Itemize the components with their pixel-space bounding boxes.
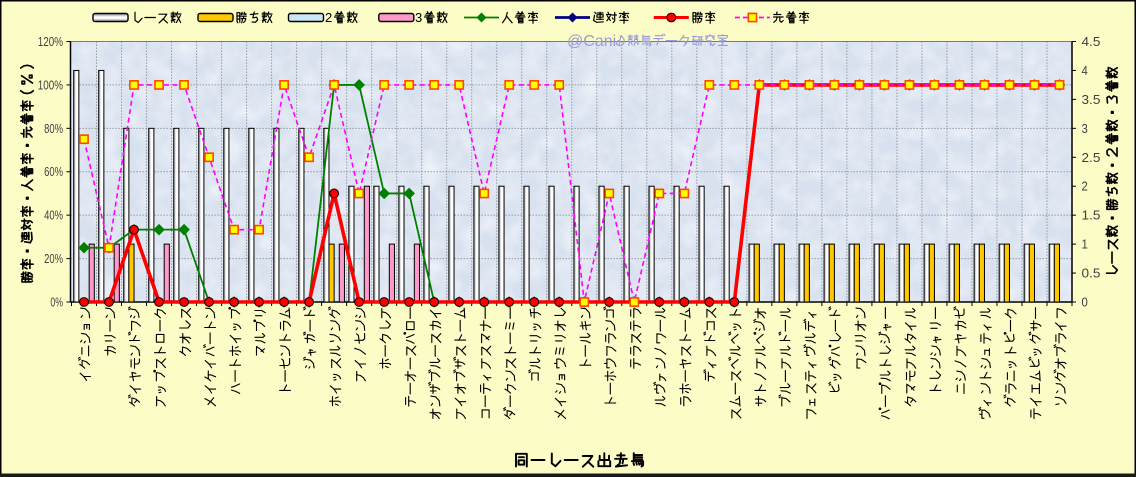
svg-text:40%: 40%: [44, 209, 63, 223]
svg-text:3: 3: [1082, 122, 1088, 136]
svg-text:4: 4: [1082, 64, 1088, 78]
svg-text:3: 3: [415, 10, 422, 25]
svg-text:2.5: 2.5: [1082, 151, 1101, 165]
svg-text:60%: 60%: [44, 165, 63, 179]
svg-text:1: 1: [1082, 238, 1088, 252]
svg-text:100%: 100%: [38, 78, 63, 92]
svg-text:2: 2: [325, 10, 332, 25]
svg-text:@Cani: @Cani: [567, 33, 616, 50]
svg-text:1.5: 1.5: [1082, 209, 1101, 223]
svg-text:3.5: 3.5: [1082, 93, 1101, 107]
svg-text:0: 0: [1082, 296, 1088, 310]
svg-text:0%: 0%: [50, 296, 63, 310]
svg-text:20%: 20%: [44, 252, 63, 266]
svg-text:4.5: 4.5: [1082, 35, 1101, 49]
svg-text:0.5: 0.5: [1082, 267, 1101, 281]
svg-text:2: 2: [1082, 180, 1088, 194]
svg-text:80%: 80%: [44, 122, 63, 136]
svg-text:120%: 120%: [38, 35, 63, 49]
